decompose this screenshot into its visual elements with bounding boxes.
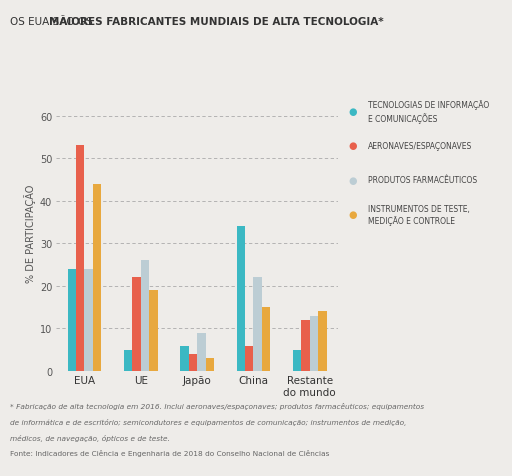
Text: médicos, de navegação, ópticos e de teste.: médicos, de navegação, ópticos e de test…: [10, 434, 170, 441]
Text: ●: ●: [348, 210, 357, 219]
Text: * Fabricação de alta tecnologia em 2016. Inclui aeronaves/espaçonaves; produtos : * Fabricação de alta tecnologia em 2016.…: [10, 402, 424, 409]
Text: ●: ●: [348, 176, 357, 185]
Y-axis label: % DE PARTICIPAÇÃO: % DE PARTICIPAÇÃO: [24, 184, 36, 282]
Bar: [150, 290, 158, 371]
Text: TECNOLOGIAS DE INFORMAÇÃO
E COMUNICAÇÕES: TECNOLOGIAS DE INFORMAÇÃO E COMUNICAÇÕES: [368, 100, 489, 124]
Text: AERONAVES/ESPAÇONAVES: AERONAVES/ESPAÇONAVES: [368, 142, 472, 150]
Bar: [237, 227, 245, 371]
Text: OS EUA SÃO OS: OS EUA SÃO OS: [10, 17, 96, 27]
Text: Fonte: Indicadores de Ciência e Engenharia de 2018 do Conselho Nacional de Ciênc: Fonte: Indicadores de Ciência e Engenhar…: [10, 449, 330, 456]
Bar: [301, 320, 310, 371]
Bar: [318, 312, 327, 371]
Text: de informática e de escritório; semicondutores e equipamentos de comunicação; in: de informática e de escritório; semicond…: [10, 418, 407, 425]
Text: ●: ●: [348, 141, 357, 151]
Text: INSTRUMENTOS DE TESTE,
MEDIÇÃO E CONTROLE: INSTRUMENTOS DE TESTE, MEDIÇÃO E CONTROL…: [368, 204, 470, 225]
Bar: [93, 184, 101, 371]
Text: PRODUTOS FARMACÊUTICOS: PRODUTOS FARMACÊUTICOS: [368, 176, 477, 185]
Bar: [245, 346, 253, 371]
Bar: [293, 350, 301, 371]
Bar: [84, 269, 93, 371]
Bar: [262, 307, 270, 371]
Bar: [76, 146, 84, 371]
Bar: [253, 278, 262, 371]
Bar: [141, 261, 150, 371]
Bar: [310, 316, 318, 371]
Text: MAIORES FABRICANTES MUNDIAIS DE ALTA TECNOLOGIA*: MAIORES FABRICANTES MUNDIAIS DE ALTA TEC…: [49, 17, 383, 27]
Text: ●: ●: [348, 107, 357, 117]
Bar: [133, 278, 141, 371]
Bar: [206, 358, 214, 371]
Bar: [68, 269, 76, 371]
Bar: [180, 346, 189, 371]
Bar: [189, 354, 197, 371]
Bar: [197, 333, 206, 371]
Bar: [124, 350, 132, 371]
